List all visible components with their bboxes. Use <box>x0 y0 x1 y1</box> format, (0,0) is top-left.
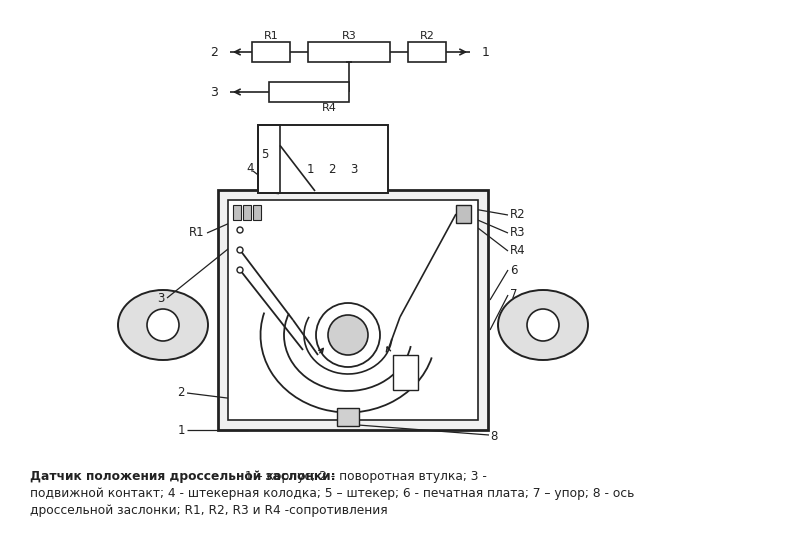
Text: R4: R4 <box>510 244 526 257</box>
Circle shape <box>527 309 559 341</box>
Text: 5: 5 <box>262 148 269 161</box>
Text: 7: 7 <box>510 288 518 301</box>
Bar <box>393 355 418 390</box>
Text: 1: 1 <box>482 46 490 59</box>
Ellipse shape <box>118 290 208 360</box>
Ellipse shape <box>498 290 588 360</box>
Bar <box>228 200 478 420</box>
Text: 2: 2 <box>328 163 336 176</box>
Text: 2: 2 <box>178 387 185 400</box>
Circle shape <box>237 227 243 233</box>
Circle shape <box>316 303 380 367</box>
Text: R2: R2 <box>419 31 434 41</box>
Text: 2: 2 <box>210 46 218 59</box>
Bar <box>258 125 280 193</box>
Text: Датчик положения дроссельной заслонки:: Датчик положения дроссельной заслонки: <box>30 470 336 483</box>
Text: 1: 1 <box>178 424 185 437</box>
Text: R4: R4 <box>322 103 337 113</box>
Bar <box>253 205 261 220</box>
Bar <box>408 42 446 62</box>
Text: 3: 3 <box>210 85 218 98</box>
Bar <box>308 42 390 62</box>
Text: дроссельной заслонки; R1, R2, R3 и R4 -сопротивления: дроссельной заслонки; R1, R2, R3 и R4 -с… <box>30 504 388 517</box>
Bar <box>243 205 251 220</box>
Bar <box>258 125 388 193</box>
Bar <box>218 190 488 430</box>
Text: R3: R3 <box>510 226 526 239</box>
Bar <box>269 82 349 102</box>
Text: 8: 8 <box>490 431 498 444</box>
Text: R1: R1 <box>190 226 205 239</box>
Text: 1 – корпус; 2 - поворотная втулка; 3 -: 1 – корпус; 2 - поворотная втулка; 3 - <box>241 470 486 483</box>
Bar <box>456 205 471 223</box>
Text: R2: R2 <box>510 209 526 222</box>
Bar <box>252 42 290 62</box>
Circle shape <box>237 247 243 253</box>
Text: 1: 1 <box>306 163 314 176</box>
Circle shape <box>328 315 368 355</box>
Text: R3: R3 <box>342 31 356 41</box>
Text: 3: 3 <box>350 163 358 176</box>
Text: 6: 6 <box>510 263 518 276</box>
Text: подвижной контакт; 4 - штекерная колодка; 5 – штекер; 6 - печатная плата; 7 – уп: подвижной контакт; 4 - штекерная колодка… <box>30 487 634 500</box>
Text: 4: 4 <box>246 161 254 174</box>
Bar <box>337 408 359 426</box>
Bar <box>233 205 241 220</box>
Circle shape <box>147 309 179 341</box>
Text: 3: 3 <box>158 292 165 305</box>
Circle shape <box>237 267 243 273</box>
Text: R1: R1 <box>264 31 278 41</box>
